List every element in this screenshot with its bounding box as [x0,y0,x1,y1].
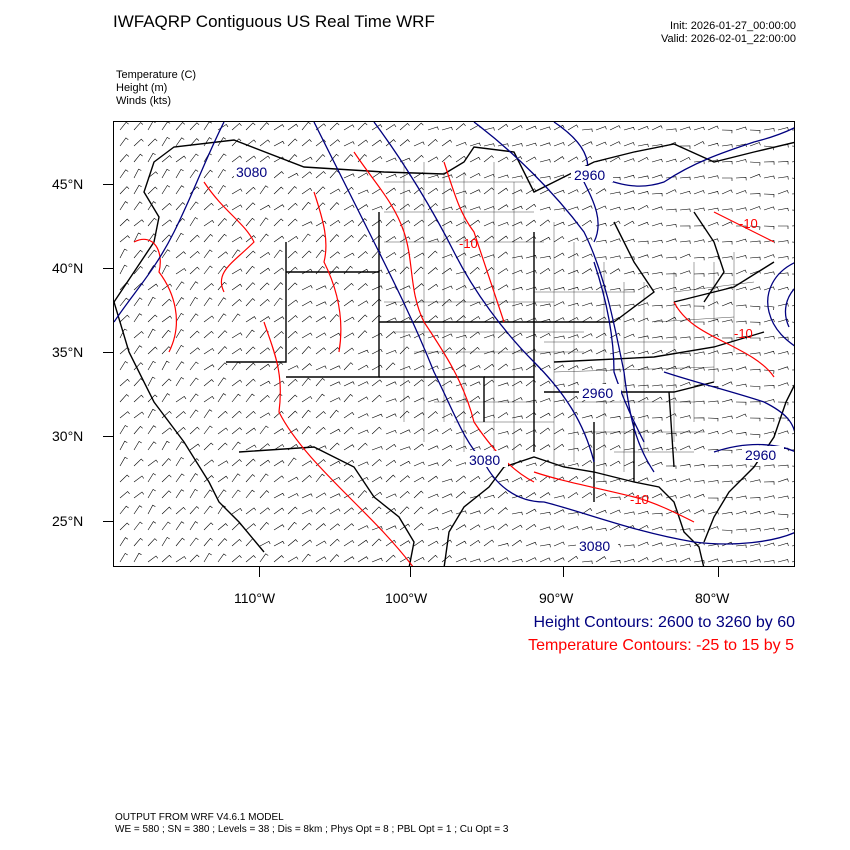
lon-tick [259,567,260,577]
height-contour-labels: 3080 2960 2960 2960 3080 3080 [234,163,784,554]
temperature-contours [133,151,775,566]
height-label-3080-nw: 3080 [236,164,267,180]
temperature-contour-labels: -10 -10 -10 -10 [459,216,758,507]
height-label-2960-se: 2960 [582,385,613,401]
lat-label-45n: 45°N [52,176,84,192]
height-contours-legend: Height Contours: 2600 to 3260 by 60 [533,614,795,631]
lat-label-35n: 35°N [52,344,84,360]
valid-time: Valid: 2026-02-01_22:00:00 [661,33,796,45]
variable-temperature: Temperature (C) [116,69,197,81]
lat-label-40n: 40°N [52,260,84,276]
wind-barbs [119,122,794,564]
lon-tick [410,567,411,577]
lat-tick [103,352,113,353]
temperature-contours-legend: Temperature Contours: -25 to 15 by 5 [528,637,794,654]
lat-label-25n: 25°N [52,513,84,529]
temp-label-plains: -10 [459,236,478,251]
footer-settings: WE = 580 ; SN = 380 ; Levels = 38 ; Dis … [115,824,509,835]
lon-tick [718,567,719,577]
height-label-3080-south: 3080 [579,538,610,554]
height-label-2960-ne: 2960 [574,167,605,183]
height-contours [114,122,794,545]
variable-height: Height (m) [116,82,168,94]
temp-label-atlantic: -10 [734,326,753,341]
lon-label-90w: 90°W [539,590,574,606]
init-time: Init: 2026-01-27_00:00:00 [670,20,796,32]
lon-label-110w: 110°W [234,590,276,606]
lon-label-100w: 100°W [385,590,428,606]
weather-map: 3080 2960 2960 2960 3080 3080 -10 -10 -1… [113,121,795,567]
height-label-2960-east: 2960 [745,447,776,463]
lat-label-30n: 30°N [52,428,84,444]
height-label-3080-gulf: 3080 [469,452,500,468]
lat-tick [103,521,113,522]
lat-tick [103,268,113,269]
lon-tick [563,567,564,577]
lat-tick [103,436,113,437]
variable-winds: Winds (kts) [116,95,171,107]
temp-label-florida: -10 [630,492,649,507]
map-title: IWFAQRP Contiguous US Real Time WRF [113,12,435,31]
lon-label-80w: 80°W [695,590,730,606]
footer-model: OUTPUT FROM WRF V4.6.1 MODEL [115,812,284,823]
political-boundaries [114,139,794,566]
lat-tick [103,184,113,185]
temp-label-northeast: -10 [739,216,758,231]
county-lines [384,162,755,482]
